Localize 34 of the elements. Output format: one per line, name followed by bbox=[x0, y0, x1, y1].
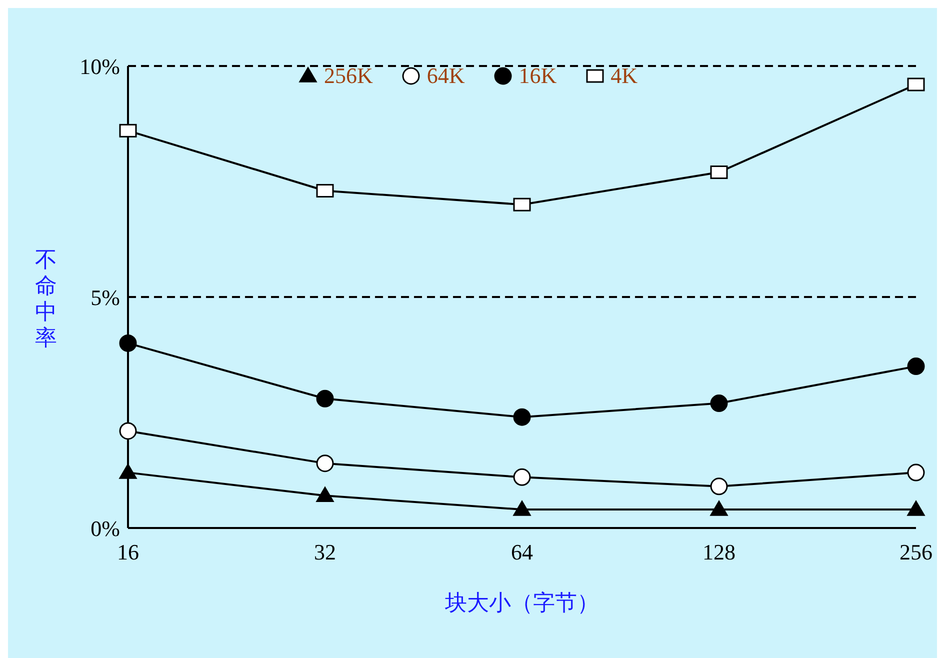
point bbox=[316, 390, 334, 408]
x-tick-label: 64 bbox=[511, 540, 533, 565]
x-axis-title: 块大小（字节） bbox=[444, 591, 599, 616]
point bbox=[119, 334, 137, 352]
point bbox=[907, 78, 925, 92]
point bbox=[119, 422, 137, 440]
y-axis-title: 不命中率 bbox=[35, 248, 57, 351]
point bbox=[907, 464, 925, 482]
point bbox=[316, 486, 334, 502]
y-tick-label: 0% bbox=[90, 516, 120, 541]
point bbox=[119, 464, 137, 479]
point bbox=[513, 198, 531, 212]
y-tick-label: 10% bbox=[80, 54, 120, 79]
point bbox=[710, 478, 728, 496]
point bbox=[710, 394, 728, 412]
point bbox=[513, 468, 531, 486]
legend-label: 16K bbox=[518, 63, 557, 89]
point bbox=[907, 358, 925, 376]
legend-label: 4K bbox=[610, 63, 638, 89]
point bbox=[907, 500, 925, 516]
point bbox=[513, 408, 531, 426]
x-tick-label: 256 bbox=[900, 540, 932, 565]
point bbox=[316, 184, 334, 198]
x-tick-label: 16 bbox=[117, 540, 139, 565]
x-tick-label: 32 bbox=[314, 540, 336, 565]
point bbox=[316, 454, 334, 472]
legend-label: 256K bbox=[324, 63, 373, 89]
y-tick-label: 5% bbox=[90, 284, 120, 310]
point bbox=[513, 500, 531, 516]
x-tick-label: 128 bbox=[702, 540, 736, 565]
point bbox=[710, 500, 728, 516]
legend-label: 64K bbox=[426, 63, 465, 89]
point bbox=[710, 166, 728, 180]
point bbox=[119, 124, 137, 138]
